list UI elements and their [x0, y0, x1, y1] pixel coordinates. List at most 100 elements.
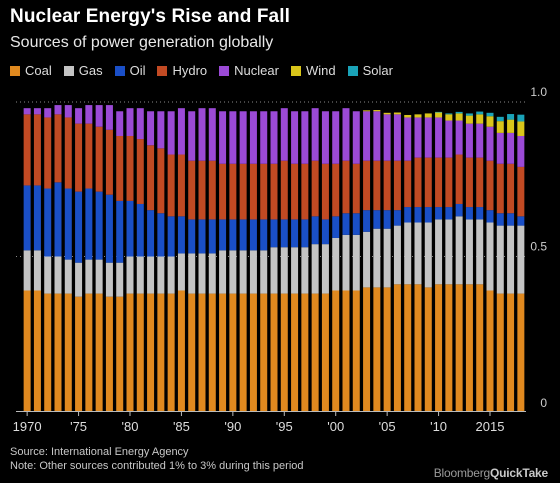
bar-coal-2012 [455, 284, 463, 411]
bar-coal-2015 [486, 290, 494, 411]
bar-nuclear-2011 [445, 120, 453, 158]
bar-coal-2002 [352, 290, 360, 411]
legend-item-wind: Wind [290, 63, 336, 78]
x-tick-label: '05 [379, 419, 396, 434]
y-tick-label: 1.0 [530, 85, 547, 99]
bar-coal-1972 [44, 293, 52, 411]
bar-oil-1993 [260, 219, 268, 251]
bar-oil-2006 [393, 210, 401, 226]
bar-hydro-1986 [188, 160, 196, 220]
bar-hydro-2002 [352, 163, 360, 214]
bar-solar-2017 [507, 114, 515, 120]
bar-hydro-1993 [260, 163, 268, 220]
bar-gas-1980 [126, 256, 134, 294]
legend-item-hydro: Hydro [157, 63, 207, 78]
bar-gas-2005 [383, 228, 391, 288]
bar-oil-2014 [476, 207, 484, 220]
bar-gas-1994 [270, 247, 278, 294]
bar-coal-1987 [198, 293, 206, 411]
bar-oil-2012 [455, 203, 463, 217]
bar-nuclear-1982 [147, 111, 155, 146]
x-tick-label: '95 [276, 419, 293, 434]
legend-label-solar: Solar [362, 63, 393, 78]
chart-title: Nuclear Energy's Rise and Fall [10, 6, 290, 27]
bar-coal-2017 [507, 293, 515, 411]
bar-oil-2013 [465, 207, 473, 220]
bar-oil-1980 [126, 200, 134, 257]
bar-gas-1993 [260, 250, 268, 294]
bar-hydro-1977 [95, 126, 103, 192]
bar-coal-2000 [332, 290, 340, 411]
bar-oil-2015 [486, 210, 494, 223]
bar-nuclear-1996 [291, 111, 299, 164]
bar-wind-2008 [414, 114, 422, 118]
bar-oil-1978 [105, 194, 113, 263]
bar-gas-2011 [445, 219, 453, 285]
bar-oil-1995 [280, 219, 288, 248]
bar-coal-1973 [54, 293, 62, 411]
bar-coal-1980 [126, 293, 134, 411]
y-tick-label: 0.5 [530, 240, 547, 254]
bar-oil-1971 [33, 185, 41, 251]
bar-gas-1974 [64, 259, 72, 294]
bar-hydro-2003 [363, 160, 371, 211]
bar-hydro-1976 [85, 123, 93, 189]
bar-oil-2003 [363, 210, 371, 232]
bar-gas-1970 [23, 250, 31, 291]
bar-oil-1985 [177, 216, 185, 254]
bar-nuclear-1979 [116, 111, 124, 136]
footer: Source: International Energy Agency Note… [10, 445, 304, 473]
bar-gas-1981 [136, 256, 144, 294]
bar-nuclear-1981 [136, 108, 144, 140]
bar-hydro-1975 [75, 123, 83, 192]
bar-gas-1972 [44, 256, 52, 294]
bar-coal-1985 [177, 290, 185, 411]
bar-gas-2012 [455, 216, 463, 285]
bar-oil-2001 [342, 213, 350, 235]
bar-solar-2018 [517, 114, 525, 122]
x-tick-label: '00 [327, 419, 344, 434]
bar-gas-1996 [291, 247, 299, 294]
bar-coal-1997 [301, 293, 309, 411]
bar-gas-2004 [373, 228, 381, 288]
bar-nuclear-1973 [54, 105, 62, 115]
bar-hydro-2010 [435, 157, 443, 208]
bar-oil-1981 [136, 203, 144, 257]
bar-gas-1987 [198, 253, 206, 294]
bar-hydro-2011 [445, 157, 453, 208]
legend-item-nuclear: Nuclear [219, 63, 279, 78]
legend-item-coal: Coal [10, 63, 52, 78]
bar-gas-1973 [54, 256, 62, 294]
bar-oil-1990 [229, 219, 237, 251]
bar-gas-2018 [517, 225, 525, 294]
legend-label-wind: Wind [305, 63, 336, 78]
bar-nuclear-1992 [249, 111, 257, 164]
stacked-bar-chart: 1970 '75 '80 '85 '90 '95 '00 '05 '10 2015 0 0.5 1.0 [13, 85, 548, 434]
bar-gas-1982 [147, 256, 155, 294]
bar-hydro-1981 [136, 139, 144, 204]
bar-gas-1999 [321, 244, 329, 294]
bar-coal-2006 [393, 284, 401, 411]
bar-nuclear-1990 [229, 111, 237, 164]
x-tick-label: '10 [430, 419, 447, 434]
bar-hydro-1972 [44, 117, 52, 189]
bar-nuclear-1998 [311, 108, 319, 161]
bar-nuclear-2014 [476, 123, 484, 158]
bar-nuclear-1988 [208, 108, 216, 161]
bar-nuclear-2018 [517, 135, 525, 167]
bar-hydro-1983 [157, 148, 165, 214]
x-tick-label: '75 [70, 419, 87, 434]
bar-coal-1982 [147, 293, 155, 411]
bar-nuclear-2017 [507, 132, 515, 164]
bar-nuclear-2008 [414, 117, 422, 158]
bar-nuclear-1987 [198, 108, 206, 161]
bar-gas-2013 [465, 219, 473, 285]
bar-coal-2009 [424, 287, 432, 411]
bar-gas-1979 [116, 262, 124, 297]
legend-item-gas: Gas [63, 63, 103, 78]
bar-coal-1988 [208, 293, 216, 411]
bar-wind-2010 [435, 112, 443, 118]
bar-coal-2016 [496, 293, 504, 411]
legend-label-coal: Coal [25, 63, 52, 78]
bar-gas-2015 [486, 222, 494, 291]
